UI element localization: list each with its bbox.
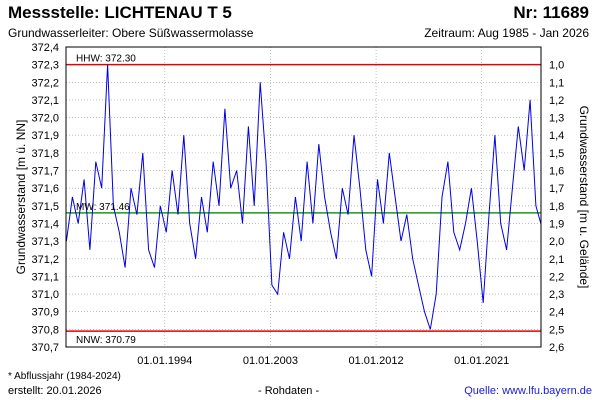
reference-label: HHW: 372.30 — [76, 54, 136, 65]
y-tick-label: 371,1 — [31, 271, 59, 283]
y-right-tick-label: 2,0 — [549, 236, 564, 248]
y-tick-label: 371,5 — [31, 201, 59, 213]
y-axis-label-right: Grundwasserstand [m u. Gelände] — [577, 106, 591, 289]
y-right-tick-label: 1,4 — [549, 130, 564, 142]
y-axis-label: Grundwasserstand [m ü. NN] — [14, 120, 28, 275]
y-right-tick-label: 1,5 — [549, 148, 564, 160]
reference-label: NNW: 370.79 — [76, 335, 136, 346]
raw-data-label: - Rohdaten - — [258, 385, 320, 397]
station-number: Nr: 11689 — [513, 3, 589, 22]
y-tick-label: 372,0 — [31, 113, 59, 125]
station-title: Messstelle: LICHTENAU T 5 — [8, 3, 232, 22]
y-right-tick-label: 1,1 — [549, 77, 564, 89]
y-right-tick-label: 1,8 — [549, 201, 564, 213]
y-tick-label: 372,3 — [31, 60, 59, 72]
y-tick-label: 371,7 — [31, 166, 59, 178]
x-tick-labels: 01.01.1994 01.01.2003 01.01.2012 01.01.2021 — [137, 355, 509, 367]
y-tick-label: 372,4 — [31, 42, 59, 54]
y-right-tick-label: 1,7 — [549, 183, 564, 195]
y-right-tick-label: 1,9 — [549, 218, 564, 230]
x-tick-label: 01.01.2003 — [243, 355, 298, 367]
y-right-tick-label: 2,3 — [549, 289, 564, 301]
created-date: erstellt: 20.01.2026 — [8, 385, 102, 397]
plot-frame — [65, 46, 542, 348]
y-tick-label: 370,8 — [31, 324, 59, 336]
y-right-tick-label: 1,2 — [549, 95, 564, 107]
x-tick-label: 01.01.2021 — [454, 355, 509, 367]
y-right-tick-label: 1,6 — [549, 166, 564, 178]
reference-label: MW: 371.46 — [76, 202, 130, 213]
y-tick-label: 371,6 — [31, 183, 59, 195]
period-label: Zeitraum: Aug 1985 - Jan 2026 — [424, 26, 589, 40]
y-tick-label: 371,2 — [31, 254, 59, 266]
y-right-tick-label: 2,5 — [549, 324, 564, 336]
y-tick-label: 370,7 — [31, 342, 59, 354]
series-line-groundwater-level — [65, 64, 542, 330]
y-tick-label: 371,4 — [31, 218, 59, 230]
y-tick-label: 372,2 — [31, 77, 59, 89]
y-right-tick-label: 2,4 — [549, 307, 564, 319]
footnote: * Abflussjahr (1984-2024) — [8, 371, 121, 382]
reference-labels: HHW: 372.30 MW: 371.46 NNW: 370.79 — [76, 54, 136, 346]
x-tick-label: 01.01.2012 — [349, 355, 404, 367]
y-right-tick-label: 2,2 — [549, 271, 564, 283]
y-right-tick-labels: 1,0 1,1 1,2 1,3 1,4 1,5 1,6 1,7 1,8 1,9 2,0 2,1 2,2 2… — [549, 60, 564, 354]
x-tick-label: 01.01.1994 — [137, 355, 192, 367]
y-tick-label: 370,9 — [31, 307, 59, 319]
source-link[interactable]: Quelle: www.lfu.bayern.de — [464, 385, 592, 397]
y-right-tick-label: 1,0 — [549, 60, 564, 72]
y-tick-labels: 372,4 372,3 372,2 372,1 372,0 371,9 371,8 371,7… — [31, 42, 59, 354]
y-right-tick-label: 2,1 — [549, 254, 564, 266]
y-right-tick-label: 2,6 — [549, 342, 564, 354]
y-tick-label: 371,3 — [31, 236, 59, 248]
y-right-tick-label: 1,3 — [549, 113, 564, 125]
y-tick-label: 371,0 — [31, 289, 59, 301]
y-tick-label: 371,9 — [31, 130, 59, 142]
y-tick-label: 372,1 — [31, 95, 59, 107]
aquifer-label: Grundwasserleiter: Obere Süßwassermolass… — [8, 26, 254, 40]
y-tick-label: 371,8 — [31, 148, 59, 160]
